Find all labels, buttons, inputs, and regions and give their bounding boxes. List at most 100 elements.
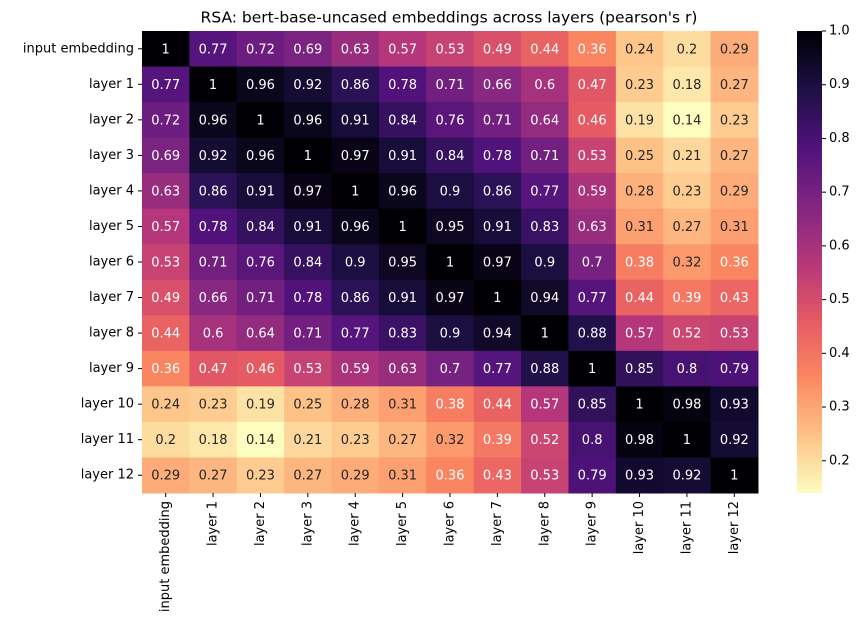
cell-label: 0.9 [440,327,461,342]
heatmap-cell [189,31,238,68]
cell-label: 0.71 [293,327,322,342]
cell-label: 0.83 [530,220,559,235]
cell-label: 0.23 [246,469,275,484]
heatmap-cell [284,137,333,174]
cell-label: 0.97 [483,256,512,271]
y-tick-label: layer 8 [89,326,134,341]
cell-label: 0.28 [625,184,654,199]
cell-label: 0.49 [483,42,512,57]
heatmap-cell [473,315,522,352]
chart-title: RSA: bert-base-uncased embeddings across… [201,9,698,27]
cell-label: 0.53 [293,362,322,377]
cell-label: 0.24 [625,42,654,57]
cell-label: 0.53 [151,256,180,271]
heatmap-cell [710,421,759,458]
cell-label: 0.38 [436,398,465,413]
cell-label: 1 [635,398,643,413]
cell-label: 0.23 [199,398,228,413]
cell-label: 0.21 [293,433,322,448]
colorbar-tick-label: 0.7 [829,185,850,200]
cell-label: 0.27 [293,469,322,484]
heatmap-cell [663,31,712,68]
colorbar-tick-label: 0.8 [829,131,850,146]
heatmap-cell [142,208,190,245]
cell-label: 0.28 [341,398,370,413]
heatmap-cell [568,137,617,174]
heatmap-cell [284,386,333,423]
cell-label: 0.25 [625,149,654,164]
cell-label: 0.93 [720,398,749,413]
heatmap-cell [236,173,285,210]
heatmap-cell [189,457,238,494]
cell-label: 0.43 [483,469,512,484]
heatmap-cell [331,31,380,68]
cell-label: 0.9 [345,256,366,271]
heatmap-cell [426,102,475,139]
heatmap-cell [568,31,617,68]
y-tick-label: layer 1 [89,77,134,92]
cell-label: 0.71 [246,291,275,306]
cell-label: 1 [162,42,170,57]
cell-label: 0.97 [293,184,322,199]
heatmap-cell [236,350,285,387]
heatmap-cell [284,244,333,281]
heatmap-cell [710,457,759,494]
cell-label: 0.69 [151,149,180,164]
heatmap-cell [663,244,712,281]
y-tick-label: layer 4 [89,183,134,198]
cell-label: 1 [493,291,501,306]
heatmap-cell [710,66,759,103]
heatmap-cell [331,208,380,245]
heatmap-cell [426,31,475,68]
heatmap-cell [710,173,759,210]
cell-label: 0.85 [625,362,654,377]
heatmap-cell [568,66,617,103]
heatmap-cell [142,244,190,281]
heatmap-cell [568,315,617,352]
heatmap-cell [473,31,522,68]
x-tick-label: layer 4 [348,501,363,546]
cell-label: 0.27 [720,78,749,93]
heatmap-cell [284,350,333,387]
cell-label: 0.71 [530,149,559,164]
cell-label: 0.36 [720,256,749,271]
cell-label: 0.24 [151,398,180,413]
x-tick-label: input embedding [158,501,173,612]
heatmap-cell [568,244,617,281]
heatmap-cell [142,279,190,316]
heatmap-cell [663,315,712,352]
cell-label: 0.71 [483,113,512,128]
colorbar-tick-label: 0.5 [829,292,850,307]
heatmap-cell [615,102,664,139]
cell-label: 1 [304,149,312,164]
y-tick-label: layer 7 [89,290,134,305]
heatmap-cell [331,421,380,458]
cell-label: 0.53 [720,327,749,342]
heatmap-cell [710,208,759,245]
heatmap-cell [426,350,475,387]
heatmap-cell [284,421,333,458]
heatmap-cell [378,457,427,494]
cell-label: 0.78 [388,78,417,93]
heatmap-cell [331,244,380,281]
cell-label: 0.38 [625,256,654,271]
cell-label: 0.91 [483,220,512,235]
colorbar-tick-label: 1.0 [829,24,850,39]
cell-label: 0.69 [293,42,322,57]
heatmap-cell [568,102,617,139]
heatmap-cell [426,208,475,245]
heatmap-cell [568,173,617,210]
heatmap-cell [236,279,285,316]
cell-label: 0.85 [578,398,607,413]
heatmap-cell [473,386,522,423]
heatmap-cell [189,386,238,423]
cell-label: 0.44 [151,327,180,342]
heatmap-cell [378,208,427,245]
cell-label: 0.93 [625,469,654,484]
heatmap-cell [615,279,664,316]
cell-label: 0.2 [677,42,698,57]
heatmap-cell [189,244,238,281]
cell-label: 0.52 [530,433,559,448]
y-tick-label: layer 11 [81,432,134,447]
heatmap-cell [615,137,664,174]
